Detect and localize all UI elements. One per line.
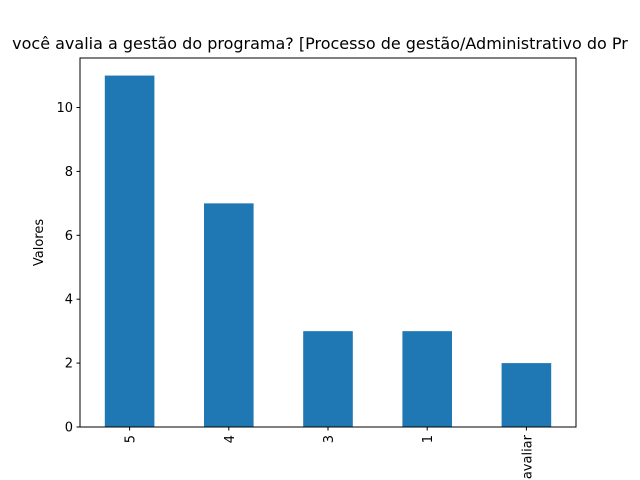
y-tick-label: 8: [65, 165, 73, 180]
chart-title: você avalia a gestão do programa? [Proce…: [12, 34, 628, 53]
bar-3: [303, 331, 353, 427]
bar-5: [104, 75, 155, 428]
y-axis-ticks: 0 2 4 6 8 10: [56, 101, 80, 436]
y-tick-label: 2: [65, 357, 73, 372]
y-tick-label: 0: [65, 421, 73, 436]
bar-avaliar: [501, 363, 552, 427]
y-tick-label: 10: [56, 101, 73, 116]
bar-4: [204, 203, 254, 427]
y-axis-label: Valores: [32, 219, 47, 266]
x-tick-label: 4: [223, 435, 238, 443]
x-tick-label: 5: [124, 435, 139, 443]
bar-1: [402, 331, 452, 427]
x-axis-ticks: 5 4 3 1 avaliar: [124, 427, 535, 479]
plot-frame: [79, 57, 577, 428]
bars-group: [104, 75, 552, 428]
y-tick-label: 4: [65, 293, 73, 308]
y-tick-label: 6: [65, 229, 73, 244]
x-tick-label: 1: [421, 435, 436, 443]
x-tick-label: 3: [322, 435, 337, 443]
x-tick-label: avaliar: [520, 434, 535, 479]
